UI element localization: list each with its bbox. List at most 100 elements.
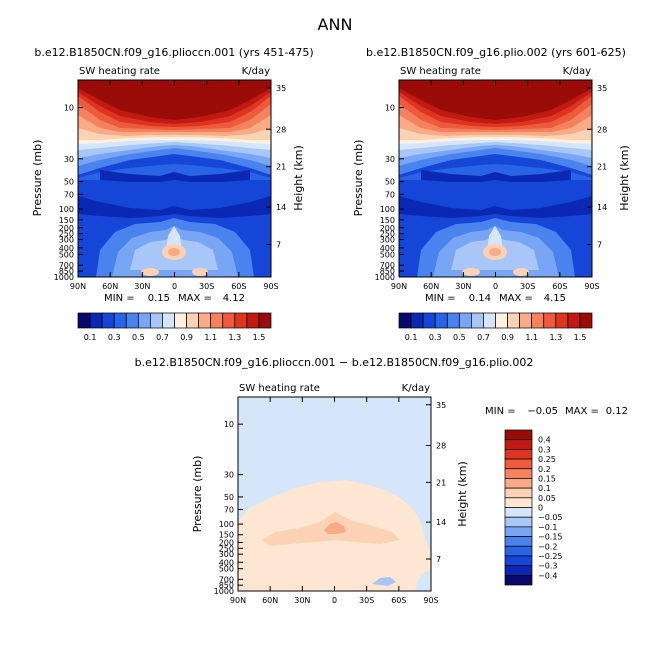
colorbar-swatch xyxy=(504,497,533,508)
panel-a-min-label: MIN = xyxy=(104,293,135,304)
panel-b-ticks: 90N 60N 30N 0 30S 60S 90S103050701001502002503… xyxy=(375,80,607,291)
x-tick-label: 30N xyxy=(294,596,310,605)
colorbar-label: −0.1 xyxy=(538,523,557,532)
colorbar-swatch xyxy=(504,478,533,489)
panel-b-title: b.e12.B1850CN.f09_g16.plio.002 (yrs 601-… xyxy=(366,46,626,59)
x-tick-label: 90S xyxy=(423,596,438,605)
x-tick-label: 30S xyxy=(520,282,535,291)
y-tick-label: 400 xyxy=(380,244,395,253)
colorbar-label: 1.3 xyxy=(228,333,241,342)
x-tick-label: 60S xyxy=(552,282,567,291)
x-tick-label: 90N xyxy=(391,282,407,291)
panel-a-y2label: Height (km) xyxy=(292,145,305,211)
y2-tick-label: 14 xyxy=(597,203,607,212)
colorbar-swatch xyxy=(434,312,448,329)
x-tick-label: 60N xyxy=(102,282,118,291)
colorbar-swatch xyxy=(504,449,533,460)
y-tick-label: 100 xyxy=(59,205,74,214)
y-tick-label: 700 xyxy=(59,261,74,270)
panel-a-peak-inner xyxy=(168,248,180,256)
y-tick-label: 250 xyxy=(219,544,234,553)
panel-b-field-label: SW heating rate xyxy=(400,66,481,77)
colorbar-swatch xyxy=(495,312,508,329)
panel-a-max-value: 4.12 xyxy=(223,293,245,304)
panel-b-band-dark xyxy=(399,196,592,218)
panel-b-max-label: MAX = xyxy=(499,293,533,304)
panel-a-ylabel: Pressure (mb) xyxy=(31,140,44,217)
y-tick-label: 100 xyxy=(219,520,234,529)
colorbar-swatch xyxy=(531,312,545,329)
panel-diff-ticks: 90N 60N 30N 0 30S 60S 90S103050701001502002503… xyxy=(214,397,446,605)
panel-a-ticks: 90N 60N 30N 0 30S 60S 90S103050701001502002503… xyxy=(54,80,286,291)
x-tick-label: 0 xyxy=(332,596,337,605)
panel-a-field xyxy=(78,80,271,277)
x-tick-label: 90S xyxy=(584,282,599,291)
panel-diff-field xyxy=(238,397,431,591)
colorbar-label: 0.1 xyxy=(538,484,551,493)
colorbar-label: 1.1 xyxy=(525,333,538,342)
colorbar-label: −0.2 xyxy=(538,542,557,551)
colorbar-swatch xyxy=(579,312,593,329)
y2-tick-label: 35 xyxy=(276,84,286,93)
colorbar-label: 0.05 xyxy=(538,494,556,503)
y-tick-label: 1000 xyxy=(54,273,74,282)
panel-diff-min-label: MIN = xyxy=(485,406,516,417)
y-tick-label: 50 xyxy=(224,493,234,502)
y2-tick-label: 7 xyxy=(436,555,441,564)
panel-diff-peak-region xyxy=(324,522,346,534)
x-tick-label: 30S xyxy=(199,282,214,291)
colorbar-swatch xyxy=(555,312,569,329)
colorbar-swatch xyxy=(504,439,533,450)
y2-tick-label: 14 xyxy=(276,203,286,212)
colorbar-swatch xyxy=(471,312,484,329)
y2-tick-label: 28 xyxy=(276,125,286,134)
y-tick-label: 500 xyxy=(59,250,74,259)
panel-diff-max-label: MAX = xyxy=(565,406,599,417)
colorbar-label: 0.3 xyxy=(538,445,551,454)
colorbar-swatch xyxy=(113,312,127,329)
y2-tick-label: 28 xyxy=(436,442,446,451)
x-tick-label: 30S xyxy=(359,596,374,605)
colorbar-swatch xyxy=(504,526,533,537)
colorbar-swatch xyxy=(504,468,533,479)
x-tick-label: 30N xyxy=(455,282,471,291)
panel-b-surface-blob xyxy=(462,268,480,276)
x-tick-label: 90N xyxy=(70,282,86,291)
y-tick-label: 150 xyxy=(380,216,395,225)
panel-b: b.e12.B1850CN.f09_g16.plio.002 (yrs 601-… xyxy=(352,46,631,342)
colorbar-swatch xyxy=(543,312,557,329)
colorbar-label: 0.9 xyxy=(180,333,193,342)
y-tick-label: 100 xyxy=(380,205,395,214)
colorbar-label: 0.2 xyxy=(538,465,551,474)
x-tick-label: 0 xyxy=(172,282,177,291)
colorbar-label: −0.4 xyxy=(538,571,557,580)
panel-diff-units-label: K/day xyxy=(402,383,430,394)
panel-diff-max-value: 0.12 xyxy=(606,406,628,417)
panel-a: b.e12.B1850CN.f09_g16.plioccn.001 (yrs 4… xyxy=(31,46,314,342)
y-tick-label: 500 xyxy=(219,565,234,574)
y2-tick-label: 7 xyxy=(597,240,602,249)
colorbar-label: −0.15 xyxy=(538,533,563,542)
colorbar-label: 0.9 xyxy=(501,333,514,342)
colorbar-swatch xyxy=(89,312,103,329)
panel-b-field xyxy=(399,80,592,277)
panel-b-band-12 xyxy=(399,80,592,120)
y-tick-label: 200 xyxy=(219,539,234,548)
colorbar-label: 0.7 xyxy=(156,333,169,342)
panel-b-y2label: Height (km) xyxy=(618,145,631,211)
colorbar-label: 1.5 xyxy=(253,333,266,342)
y-tick-label: 10 xyxy=(224,420,234,429)
colorbar-label: −0.25 xyxy=(538,552,563,561)
y2-tick-label: 21 xyxy=(597,163,607,172)
colorbar-label: 0.1 xyxy=(84,333,97,342)
x-tick-label: 30N xyxy=(134,282,150,291)
panel-diff: b.e12.B1850CN.f09_g16.plioccn.001 − b.e1… xyxy=(135,356,628,605)
colorbar-swatch xyxy=(101,312,115,329)
colorbar-label: 0 xyxy=(538,504,543,513)
x-tick-label: 60N xyxy=(423,282,439,291)
y2-tick-label: 35 xyxy=(597,84,607,93)
y-tick-label: 150 xyxy=(59,216,74,225)
y-tick-label: 70 xyxy=(224,506,234,515)
panel-diff-min-value: −0.05 xyxy=(527,406,558,417)
